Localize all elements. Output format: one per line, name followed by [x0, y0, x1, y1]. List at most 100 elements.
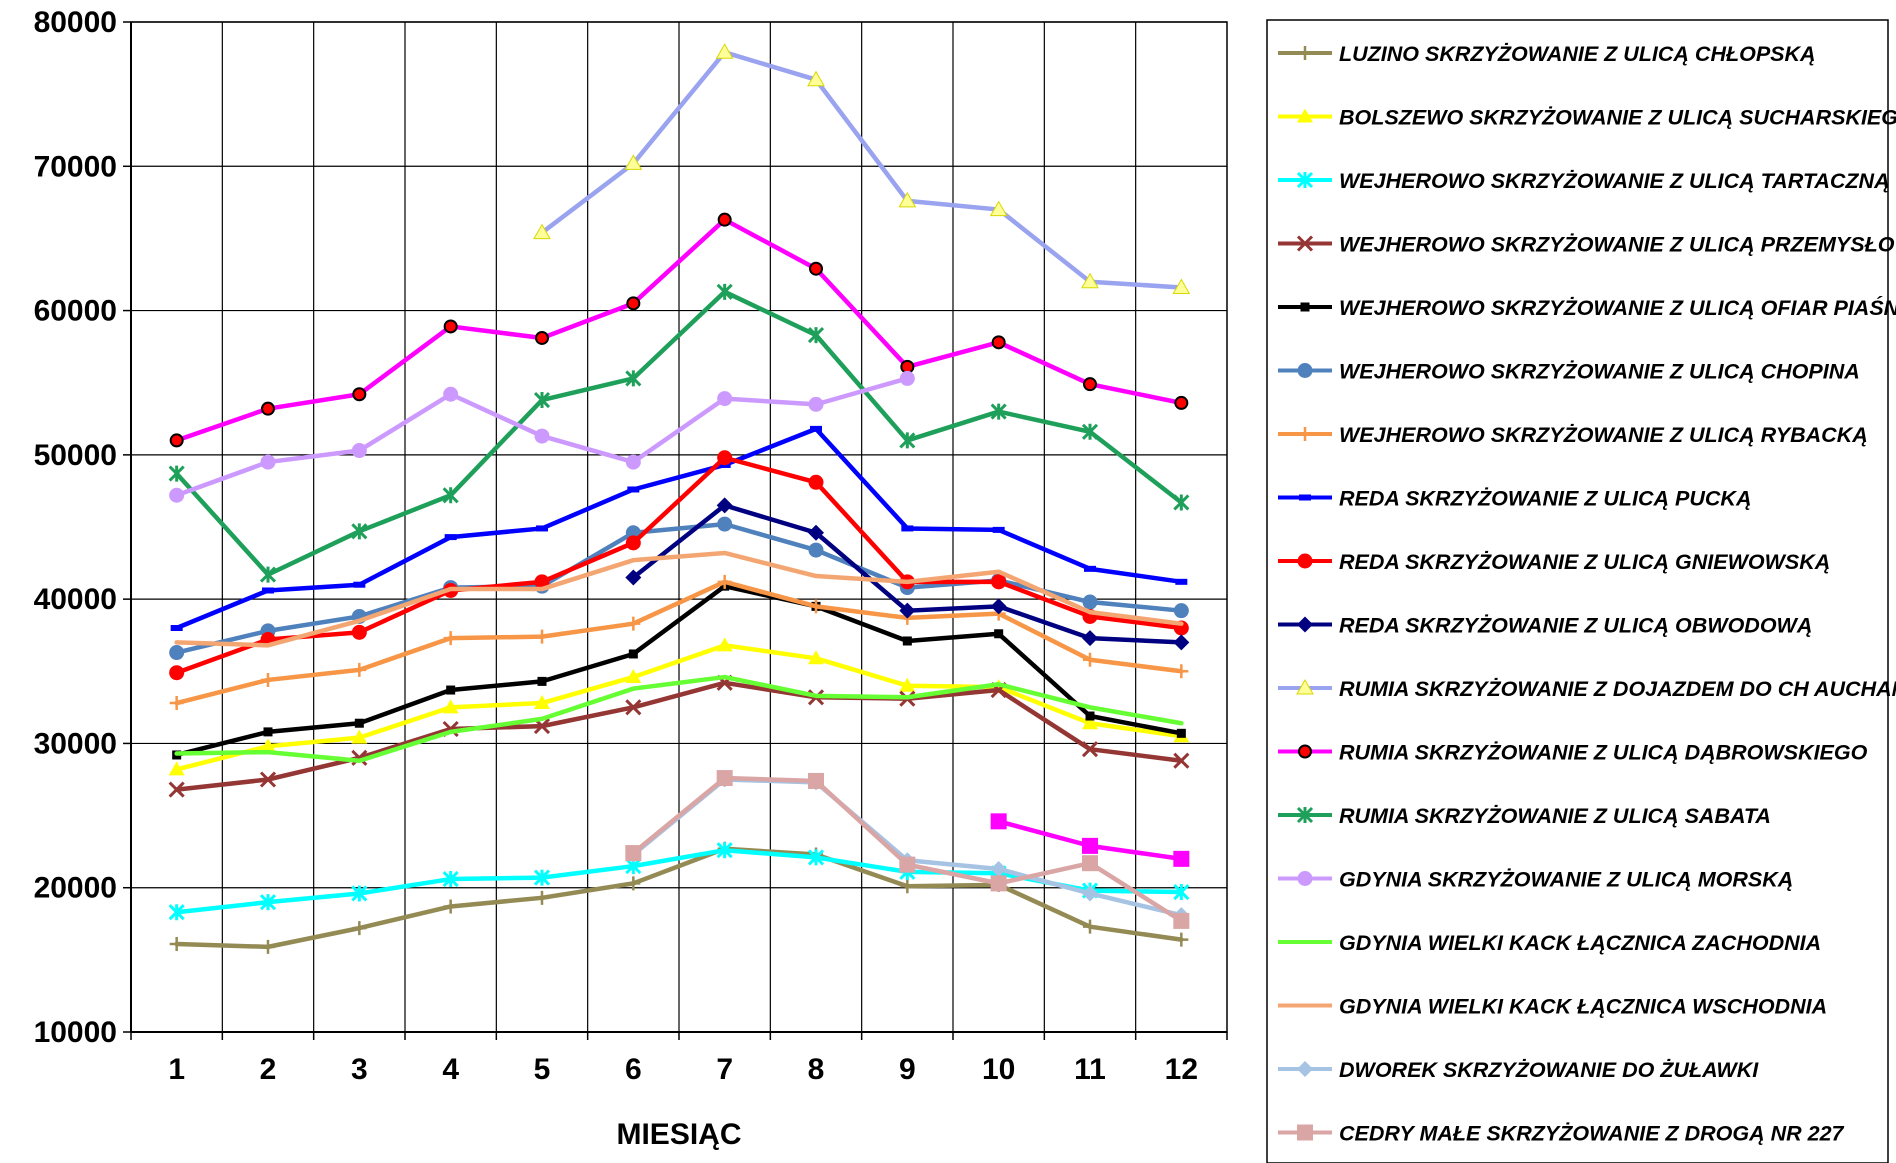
series-5-point-11	[1173, 603, 1189, 619]
x-axis-title: MIESIĄC	[616, 1118, 741, 1151]
series-3-point-11	[1173, 752, 1190, 769]
legend-item-17: CEDRY MAŁE SKRZYŻOWANIE Z DROGĄ NR 227	[1278, 1122, 1845, 1146]
series-6-line-0	[174, 579, 1184, 706]
series-8-point-9	[991, 574, 1007, 590]
y-tick-label-4: 50000	[34, 439, 117, 472]
x-tick-label-7: 8	[808, 1053, 825, 1086]
series-7-point-5	[627, 486, 640, 493]
x-tick-label-8: 9	[899, 1053, 916, 1086]
legend-item-2: WEJHEROWO SKRZYŻOWANIE Z ULICĄ TARTACZNĄ	[1278, 169, 1890, 193]
series-14-line-0	[174, 674, 1184, 763]
series-13	[169, 370, 915, 503]
series-6-point-6	[717, 574, 732, 589]
legend-swatch-marker-0	[1298, 46, 1312, 60]
series-5-point-10	[1082, 594, 1098, 610]
series-10-point-4	[533, 223, 551, 240]
series-0-line-0	[174, 846, 1184, 950]
series-6-point-5	[626, 616, 641, 631]
legend-label-0: LUZINO SKRZYŻOWANIE Z ULICĄ CHŁOPSKĄ	[1339, 42, 1816, 66]
y-tick-label-1: 20000	[34, 872, 117, 905]
y-tick-label-5: 60000	[34, 295, 117, 328]
legend-item-10: RUMIA SKRZYŻOWANIE Z DOJAZDEM DO CH AUCH…	[1278, 677, 1896, 701]
legend-item-7: REDA SKRZYŻOWANIE Z ULICĄ PUCKĄ	[1278, 487, 1751, 511]
series-13-point-4	[534, 428, 550, 444]
series-5-point-6	[717, 516, 733, 532]
series-9-point-5	[625, 569, 642, 586]
series-1-point-10	[1082, 715, 1098, 730]
x-tick-label-5: 6	[625, 1053, 642, 1086]
series-2-point-7	[807, 849, 825, 866]
series-12-point-1	[259, 566, 277, 583]
series-1-line-0	[174, 643, 1184, 772]
legend-swatch-marker-11	[1298, 744, 1312, 759]
series-7-point-9	[992, 526, 1005, 533]
series-1-point-6	[716, 637, 733, 652]
series-0-point-10	[1083, 919, 1097, 934]
legend-label-12: RUMIA SKRZYŻOWANIE Z ULICĄ SABATA	[1339, 804, 1771, 828]
legend-swatch-marker-4	[1300, 302, 1310, 312]
series-13-point-0	[169, 487, 185, 503]
series-17-point-5	[625, 845, 642, 862]
y-tick-label-7: 80000	[34, 6, 117, 39]
legend-swatch-marker-10	[1296, 678, 1314, 695]
series-8-point-0	[169, 665, 185, 681]
legend-item-6: WEJHEROWO SKRZYŻOWANIE Z ULICĄ RYBACKĄ	[1278, 423, 1868, 447]
series-2-point-1	[259, 894, 277, 911]
series-10-line-0	[539, 50, 1184, 290]
x-tick-label-9: 10	[982, 1053, 1015, 1086]
legend-label-6: WEJHEROWO SKRZYŻOWANIE Z ULICĄ RYBACKĄ	[1339, 423, 1868, 447]
series-7-point-1	[262, 587, 274, 594]
legend-swatch-marker-5	[1297, 363, 1313, 378]
series-9	[625, 497, 1190, 651]
series-9-point-6	[716, 497, 733, 514]
series-11-point-7	[809, 261, 823, 276]
series-17-point-10	[1082, 855, 1098, 872]
legend-item-13: GDYNIA SKRZYŻOWANIE Z ULICĄ MORSKĄ	[1278, 868, 1793, 892]
series-10-point-9	[989, 200, 1008, 217]
legend-swatch-marker-13	[1297, 871, 1313, 886]
series-1-point-1	[260, 738, 276, 753]
series-0-point-8	[900, 879, 915, 894]
x-tick-label-4: 5	[534, 1053, 551, 1086]
series-7	[170, 425, 1188, 631]
series-18	[990, 813, 1190, 867]
legend-label-8: REDA SKRZYŻOWANIE Z ULICĄ GNIEWOWSKĄ	[1339, 550, 1830, 574]
legend-swatch-marker-3	[1296, 235, 1314, 252]
series-13-point-8	[899, 370, 915, 386]
series-7-point-3	[444, 534, 457, 541]
series-2-point-0	[168, 904, 185, 921]
series-8-point-7	[808, 474, 824, 490]
series-12-point-2	[351, 523, 368, 540]
series-5-line-0	[174, 521, 1184, 655]
x-tick-label-10: 11	[1074, 1053, 1106, 1086]
legend-label-13: GDYNIA SKRZYŻOWANIE Z ULICĄ MORSKĄ	[1339, 868, 1793, 892]
series-11-point-1	[261, 401, 275, 416]
legend-item-0: LUZINO SKRZYŻOWANIE Z ULICĄ CHŁOPSKĄ	[1278, 42, 1816, 66]
series-11-point-9	[991, 335, 1006, 350]
series-2-point-2	[351, 885, 368, 902]
series-11-point-6	[717, 212, 732, 227]
series-4-point-9	[994, 629, 1004, 639]
legend-label-9: REDA SKRZYŻOWANIE Z ULICĄ OBWODOWĄ	[1339, 614, 1812, 638]
series-12-point-8	[899, 432, 916, 449]
legend-item-12: RUMIA SKRZYŻOWANIE Z ULICĄ SABATA	[1278, 804, 1771, 828]
series-2-line-0	[174, 847, 1184, 915]
legend-label-5: WEJHEROWO SKRZYŻOWANIE Z ULICĄ CHOPINA	[1339, 360, 1860, 384]
series-2-point-11	[1173, 883, 1190, 901]
series-11-point-4	[535, 330, 549, 345]
series-7-line-0	[174, 426, 1184, 631]
legend-swatch-marker-17	[1297, 1124, 1313, 1141]
series-9-point-7	[808, 524, 824, 541]
legend-label-16: DWOREK SKRZYŻOWANIE DO ŻUŁAWKI	[1339, 1058, 1759, 1082]
legend-swatch-marker-16	[1297, 1061, 1313, 1077]
legend-swatch-marker-7	[1299, 494, 1311, 501]
series-12	[168, 283, 1190, 583]
series-10-point-11	[1172, 278, 1191, 294]
series-7-point-2	[353, 581, 366, 588]
series-17-point-9	[990, 875, 1007, 892]
series-11-point-10	[1083, 377, 1097, 392]
x-tick-label-0: 1	[168, 1053, 185, 1086]
series-8-line-0	[174, 455, 1184, 675]
series-16-point-9	[990, 860, 1007, 877]
